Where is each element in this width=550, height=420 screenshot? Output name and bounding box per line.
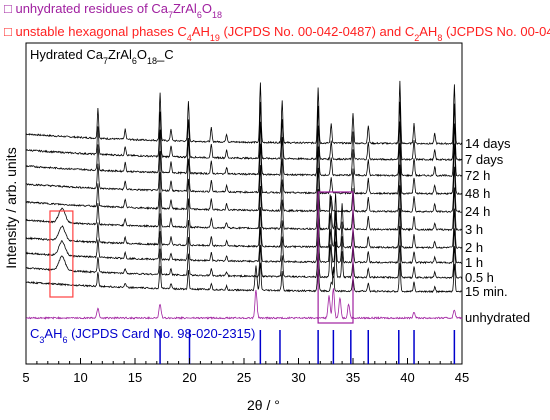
series-line — [25, 143, 463, 196]
title-sub: 18 — [147, 56, 157, 66]
series-line — [25, 121, 463, 178]
x-tick-label: 10 — [73, 370, 87, 385]
legend-sub: 19 — [210, 33, 220, 43]
series-line — [25, 262, 463, 294]
legend-label-2a: unstable hexagonal phases C — [15, 24, 186, 39]
highlight-box — [49, 210, 74, 298]
ref-b: AH — [44, 326, 62, 341]
ref-sub: 6 — [62, 335, 67, 345]
legend-label-1b: ZrAl — [173, 1, 197, 16]
reference-sticks — [159, 330, 456, 364]
title-c: O — [137, 47, 147, 62]
legend-item-hexagonal-phases: □ unstable hexagonal phases C4AH19 (JCPD… — [4, 24, 550, 43]
series-label: 14 days — [465, 136, 511, 151]
legend-sub: 4 — [187, 33, 192, 43]
legend-sub: 8 — [437, 33, 442, 43]
legend-sub: 18 — [212, 10, 222, 20]
plot-frame — [25, 42, 463, 365]
series-label: 7 days — [465, 152, 504, 167]
title-d: _C — [156, 47, 174, 62]
ref-c: (JCPDS Card No. 98-020-2315) — [67, 326, 255, 341]
series-line — [25, 241, 463, 280]
y-axis-title: Intensity / arb. units — [3, 147, 19, 268]
legend-sub: 2 — [414, 33, 419, 43]
series-line — [25, 101, 463, 162]
x-tick-label: 35 — [346, 370, 360, 385]
legend: □ unhydrated residues of Ca7ZrAl6O18 □ u… — [4, 1, 550, 43]
x-tick-label: 15 — [128, 370, 142, 385]
series-label: 15 min. — [465, 284, 508, 299]
legend-sub: 7 — [168, 10, 173, 20]
x-tick-label: 20 — [182, 370, 196, 385]
legend-item-unhydrated-residues: □ unhydrated residues of Ca7ZrAl6O18 — [4, 1, 222, 20]
series-line — [25, 164, 463, 214]
series-label: 24 h — [465, 204, 490, 219]
series-line — [25, 80, 462, 146]
legend-label-2e: (JCPDS No. 00-045-0564) — [442, 24, 550, 39]
highlight-box — [317, 191, 354, 324]
x-tick-label: 40 — [400, 370, 414, 385]
series-label: 3 h — [465, 222, 483, 237]
series-label: 0.5 h — [465, 270, 494, 285]
legend-marker: □ — [4, 1, 15, 16]
series-label: 72 h — [465, 168, 490, 183]
reference-label: C3AH6 (JCPDS Card No. 98-020-2315) — [30, 326, 255, 345]
title-sub: 6 — [132, 56, 137, 66]
x-axis-title: 2θ / ° — [247, 397, 280, 413]
series-label: 48 h — [465, 186, 490, 201]
x-tick-label: 5 — [22, 370, 29, 385]
x-tick-label: 25 — [237, 370, 251, 385]
x-tick-label: 45 — [455, 370, 469, 385]
series-label: unhydrated — [465, 310, 530, 325]
legend-marker: □ — [4, 24, 15, 39]
title-b: ZrAl — [108, 47, 132, 62]
diffraction-curves — [25, 80, 463, 320]
ref-sub: 3 — [39, 335, 44, 345]
title-sub: 7 — [103, 56, 108, 66]
series-line — [26, 185, 463, 232]
legend-label-2c: (JCPDS No. 00-042-0487) and C — [220, 24, 414, 39]
legend-label-2d: AH — [419, 24, 437, 39]
legend-label-1c: O — [202, 1, 212, 16]
title-a: Hydrated Ca — [30, 47, 104, 62]
legend-label-2b: AH — [192, 24, 210, 39]
series-label: 2 h — [465, 240, 483, 255]
x-tick-label: 30 — [291, 370, 305, 385]
highlight-boxes — [49, 191, 354, 324]
legend-label-1a: unhydrated residues of Ca — [15, 1, 168, 16]
x-axis: 5 10 15 20 25 30 35 40 45 — [22, 358, 469, 385]
series-line — [25, 288, 463, 320]
series-line — [25, 207, 463, 250]
chart-title: Hydrated Ca7ZrAl6O18_C — [30, 47, 174, 66]
series-line — [25, 225, 463, 265]
legend-sub: 6 — [197, 10, 202, 20]
ref-a: C — [30, 326, 39, 341]
series-label: 1 h — [465, 255, 483, 270]
